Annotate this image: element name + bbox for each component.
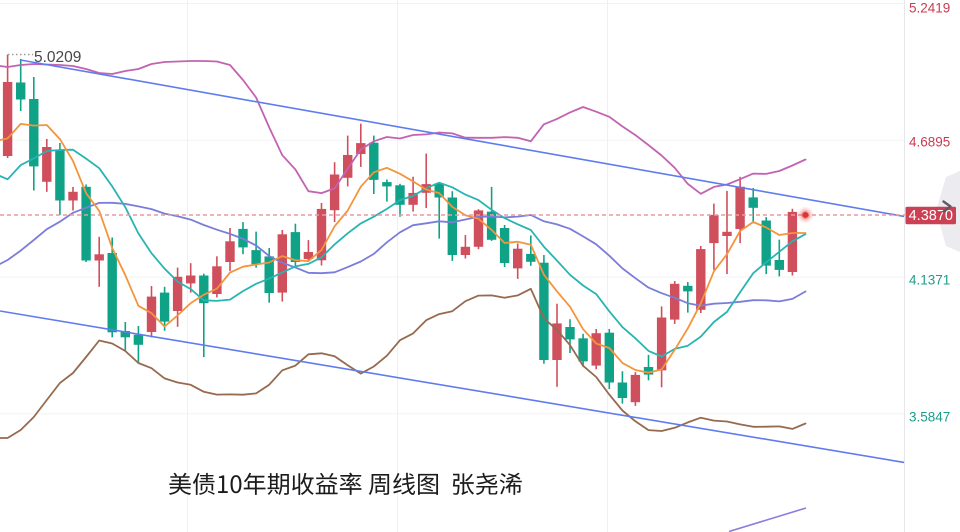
svg-text:5.0209: 5.0209 [34, 49, 81, 66]
svg-text:4.1371: 4.1371 [909, 273, 950, 288]
svg-text:4.3870: 4.3870 [909, 208, 953, 224]
svg-text:4.6895: 4.6895 [909, 135, 950, 150]
svg-text:5.2419: 5.2419 [909, 1, 950, 16]
svg-text:3.5847: 3.5847 [909, 410, 950, 425]
